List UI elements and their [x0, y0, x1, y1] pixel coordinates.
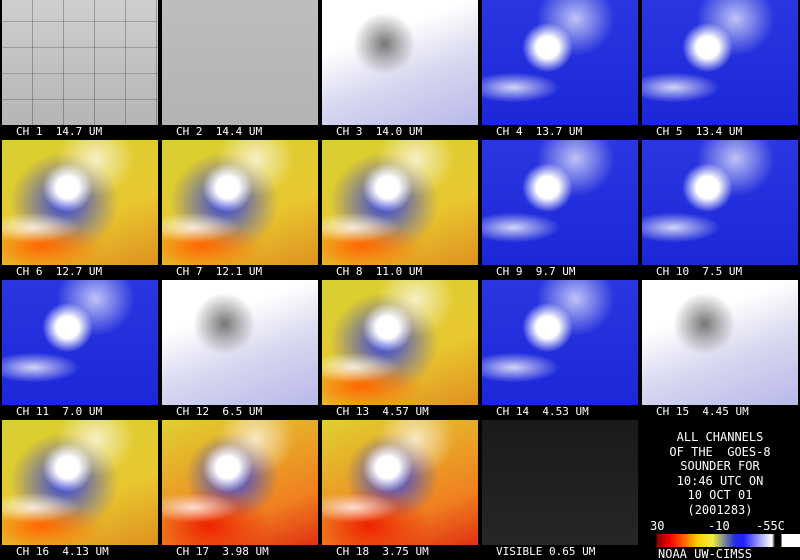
channel-image: [642, 140, 798, 265]
channel-label: CH 1 14.7 UM: [16, 125, 103, 138]
channel-label: VISIBLE 0.65 UM: [496, 545, 596, 558]
channel-image: [162, 140, 318, 265]
colorbar: [644, 534, 800, 547]
channel-label: CH 12 6.5 UM: [176, 405, 263, 418]
channel-label: CH 9 9.7 UM: [496, 265, 576, 278]
channel-image: [162, 280, 318, 405]
channel-panel: CH 5 13.4 UM: [640, 0, 798, 138]
channel-panel: CH 8 11.0 UM: [320, 140, 478, 278]
info-text: ALL CHANNELS OF THE GOES-8 SOUNDER FOR 10:4…: [640, 430, 800, 517]
channel-image: [482, 140, 638, 265]
colorbar-label: 30: [650, 519, 665, 533]
channel-panel: CH 6 12.7 UM: [0, 140, 158, 278]
channel-label: CH 3 14.0 UM: [336, 125, 423, 138]
info-line: ALL CHANNELS: [676, 430, 764, 444]
channel-panel: CH 18 3.75 UM: [320, 420, 478, 558]
credit: NOAA UW-CIMSS: [658, 547, 752, 560]
channel-image: [2, 420, 158, 545]
info-line: SOUNDER FOR: [680, 459, 760, 473]
channel-label: CH 7 12.1 UM: [176, 265, 263, 278]
colorbar-label: -55C: [756, 519, 785, 533]
channel-image: [322, 420, 478, 545]
channel-image: [2, 140, 158, 265]
channel-label: CH 10 7.5 UM: [656, 265, 743, 278]
channel-image: [322, 280, 478, 405]
info-line: 10 OCT 01: [687, 488, 753, 502]
channel-label: CH 17 3.98 UM: [176, 545, 269, 558]
channel-panel: CH 9 9.7 UM: [480, 140, 638, 278]
channel-label: CH 5 13.4 UM: [656, 125, 743, 138]
channel-image: [482, 420, 638, 545]
channel-label: CH 14 4.53 UM: [496, 405, 589, 418]
channel-panel: VISIBLE 0.65 UM: [480, 420, 638, 558]
channel-image: [322, 0, 478, 125]
channel-image: [162, 420, 318, 545]
channel-image: [162, 0, 318, 125]
channel-label: CH 2 14.4 UM: [176, 125, 263, 138]
channel-label: CH 11 7.0 UM: [16, 405, 103, 418]
channel-label: CH 15 4.45 UM: [656, 405, 749, 418]
channel-panel: CH 3 14.0 UM: [320, 0, 478, 138]
channel-label: CH 18 3.75 UM: [336, 545, 429, 558]
channel-image: [322, 140, 478, 265]
channel-image: [2, 280, 158, 405]
channel-panel: CH 7 12.1 UM: [160, 140, 318, 278]
channel-panel: CH 15 4.45 UM: [640, 280, 798, 418]
colorbar-label: -10: [708, 519, 730, 533]
channel-label: CH 6 12.7 UM: [16, 265, 103, 278]
channel-panel: CH 13 4.57 UM: [320, 280, 478, 418]
channel-panel: CH 10 7.5 UM: [640, 140, 798, 278]
channel-label: CH 13 4.57 UM: [336, 405, 429, 418]
info-line: OF THE GOES-8: [669, 444, 771, 459]
channel-panel: CH 16 4.13 UM: [0, 420, 158, 558]
channel-label: CH 8 11.0 UM: [336, 265, 423, 278]
channel-image: [2, 0, 158, 125]
channel-panel: CH 2 14.4 UM: [160, 0, 318, 138]
channel-panel: CH 12 6.5 UM: [160, 280, 318, 418]
channel-image: [482, 280, 638, 405]
channel-label: CH 16 4.13 UM: [16, 545, 109, 558]
info-line: 10:46 UTC ON: [676, 473, 764, 488]
channel-panel: CH 14 4.53 UM: [480, 280, 638, 418]
channel-panel: CH 4 13.7 UM: [480, 0, 638, 138]
channel-image: [642, 280, 798, 405]
channel-panel: CH 11 7.0 UM: [0, 280, 158, 418]
channel-label: CH 4 13.7 UM: [496, 125, 583, 138]
channel-image: [642, 0, 798, 125]
channel-panel: CH 1 14.7 UM: [0, 0, 158, 138]
channel-panel: CH 17 3.98 UM: [160, 420, 318, 558]
info-line: (2001283): [687, 502, 753, 517]
channel-image: [482, 0, 638, 125]
